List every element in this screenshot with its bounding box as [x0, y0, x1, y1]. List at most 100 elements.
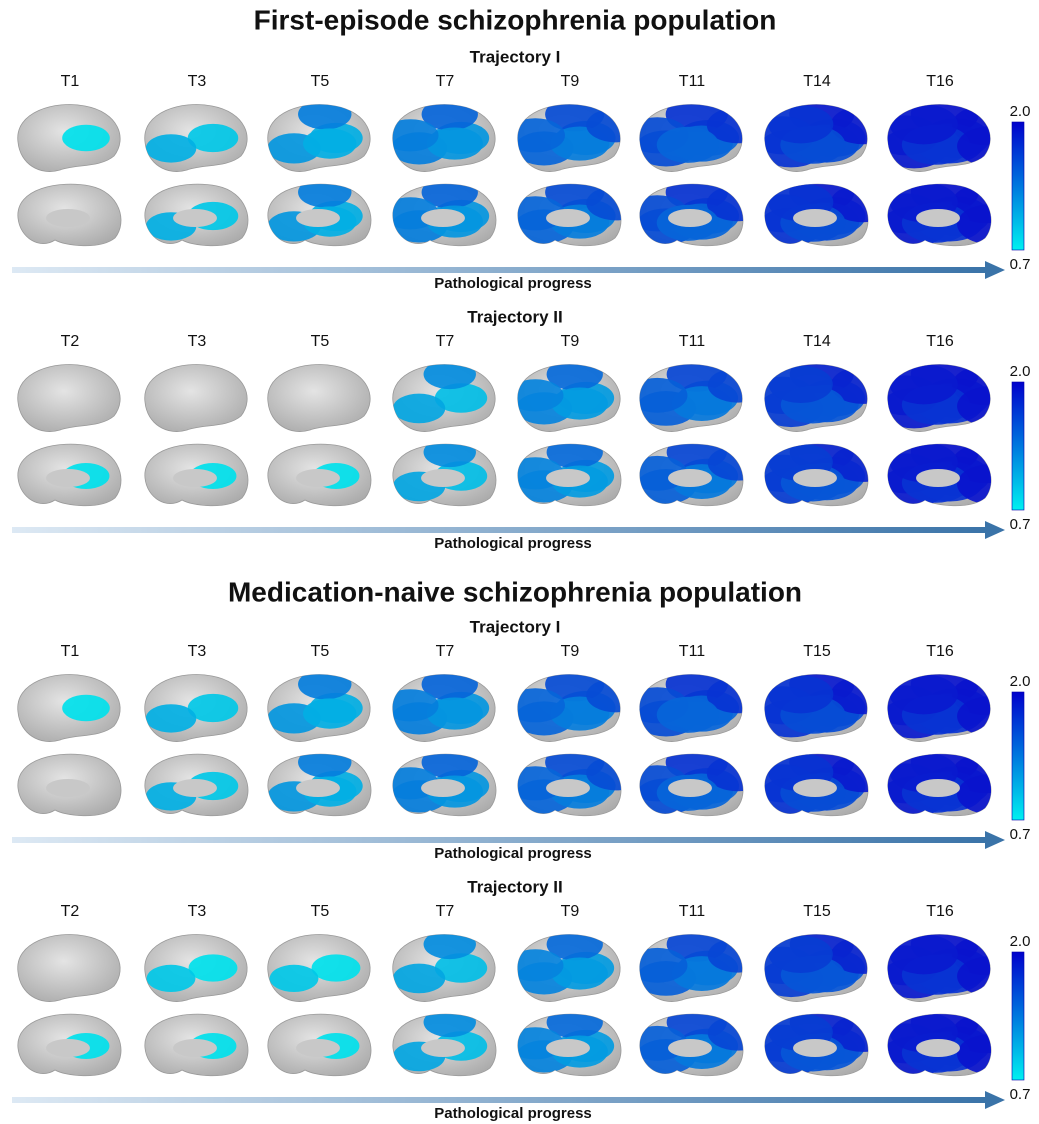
lateral-brain [18, 935, 120, 1002]
brain-region [890, 104, 958, 144]
lateral-brain [267, 99, 370, 171]
brain-regions [750, 1004, 895, 1076]
brain-region [506, 118, 565, 152]
brain-regions [46, 779, 90, 797]
corpus-callosum [421, 209, 465, 227]
brain-region [189, 954, 238, 981]
brain-region [586, 756, 645, 790]
brain-region [303, 128, 356, 158]
colorbar-max-label: 2.0 [1010, 103, 1031, 120]
brain-region [627, 378, 687, 413]
stage-label: T5 [311, 73, 330, 90]
lateral-brain [18, 365, 120, 432]
lateral-brain [627, 357, 768, 432]
stage-label: T9 [561, 333, 580, 350]
lateral-brain [507, 928, 620, 1001]
corpus-callosum [296, 469, 340, 487]
medial-brain [506, 745, 646, 816]
corpus-callosum [793, 1039, 837, 1057]
stage-label: T9 [561, 73, 580, 90]
corpus-callosum [296, 779, 340, 797]
lateral-brain [750, 665, 896, 741]
colorbar-min-label: 0.7 [1010, 1086, 1031, 1103]
corpus-callosum [916, 209, 960, 227]
brain-region [657, 127, 719, 163]
medial-brain [871, 742, 1025, 816]
brain-regions [382, 98, 489, 164]
brain-regions [382, 668, 489, 734]
medial-brain [268, 1014, 371, 1076]
brain-regions [627, 357, 768, 426]
medial-brain [145, 754, 248, 816]
lateral-brain [506, 97, 646, 171]
lateral-brain [750, 95, 896, 171]
medial-brain [506, 175, 646, 246]
brain-regions [506, 97, 646, 165]
corpus-callosum [173, 779, 217, 797]
brain-region [506, 688, 565, 722]
progress-arrow-shaft [12, 267, 987, 273]
stage-label: T5 [311, 333, 330, 350]
brain-region [768, 675, 833, 713]
lateral-brain [145, 105, 247, 172]
stage-label: T14 [803, 73, 831, 90]
lateral-brain [626, 666, 769, 741]
brain-region [507, 379, 563, 411]
corpus-callosum [173, 209, 217, 227]
medial-brain [750, 173, 896, 246]
corpus-callosum [916, 469, 960, 487]
stage-label: T15 [803, 903, 831, 920]
colorbar [1012, 122, 1024, 250]
lateral-brain [268, 365, 370, 432]
brain-regions [750, 356, 895, 428]
stage-label: T11 [679, 73, 705, 90]
corpus-callosum [546, 779, 590, 797]
lateral-brain [627, 927, 768, 1002]
brain-regions [871, 924, 1025, 998]
brain-region [393, 964, 445, 994]
brain-region [586, 678, 645, 712]
stage-label: T9 [561, 643, 580, 660]
medial-brain [268, 444, 371, 506]
corpus-callosum [916, 779, 960, 797]
stage-label: T2 [61, 903, 80, 920]
progress-arrow-head [985, 261, 1005, 279]
medial-brain [627, 1005, 768, 1076]
corpus-callosum [668, 209, 712, 227]
lateral-brain [267, 669, 370, 741]
brain-regions [62, 125, 110, 151]
brain-region [393, 394, 445, 424]
lateral-brain [382, 98, 495, 171]
brain-regions [871, 432, 1025, 506]
lateral-brain [750, 356, 895, 432]
brain-regions [627, 1005, 768, 1074]
progress-arrow-head [985, 1091, 1005, 1109]
stage-label: T1 [61, 73, 80, 90]
content: First-episode schizophrenia populationTr… [12, 4, 1030, 1122]
medial-brain [145, 444, 248, 506]
colorbar [1012, 382, 1024, 510]
brain-region [382, 689, 438, 721]
lateral-brain [626, 96, 769, 171]
medial-brain [626, 744, 769, 816]
lateral-brain [145, 935, 247, 1002]
lateral-brain [871, 354, 1025, 431]
stage-label: T5 [311, 643, 330, 660]
medial-brain [145, 1014, 248, 1076]
stage-label: T16 [926, 333, 954, 350]
brain-region [62, 125, 110, 151]
corpus-callosum [421, 1039, 465, 1057]
lateral-brain [393, 359, 495, 431]
medial-brain [750, 743, 896, 816]
brain-surface [268, 365, 370, 432]
corpus-callosum [46, 469, 90, 487]
lateral-brain [268, 935, 370, 1002]
brain-regions [46, 209, 90, 227]
brain-surface [145, 365, 247, 432]
lateral-brain [18, 105, 120, 172]
lateral-brain [506, 667, 646, 741]
stage-label: T7 [436, 643, 455, 660]
colorbar [1012, 952, 1024, 1080]
corpus-callosum [793, 469, 837, 487]
brain-region [424, 359, 476, 389]
